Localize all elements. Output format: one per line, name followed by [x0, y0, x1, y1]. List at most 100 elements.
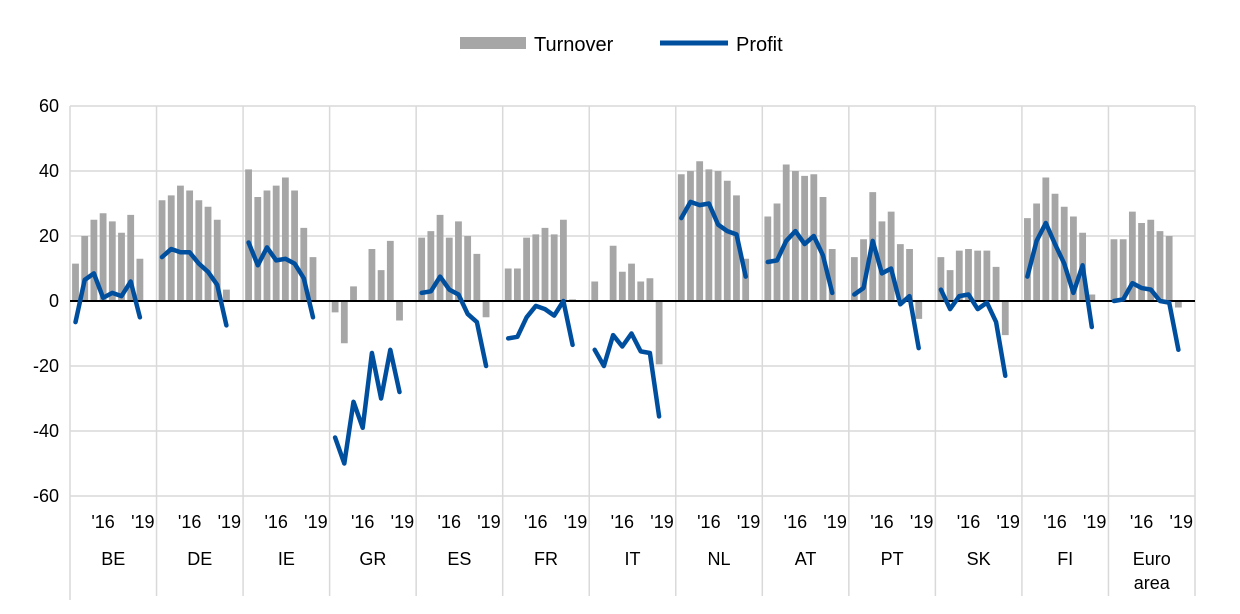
turnover-bar: [1128, 211, 1136, 301]
y-tick-label: -60: [33, 486, 59, 506]
gridlines: [69, 105, 1196, 600]
turnover-bar: [291, 190, 298, 301]
turnover-bar: [377, 270, 385, 301]
category-label: NL: [708, 549, 731, 569]
turnover-bar: [618, 271, 626, 301]
turnover-bar: [915, 301, 923, 319]
profit-line: [246, 240, 316, 320]
turnover-bar: [436, 214, 444, 301]
turnover-bar: [427, 231, 435, 301]
x-tick-label: '19: [1170, 512, 1193, 532]
turnover-bar: [177, 185, 184, 301]
x-tick-label: '19: [910, 512, 933, 532]
turnover-bar: [1138, 223, 1145, 301]
turnover-bar: [819, 197, 827, 301]
y-tick-label: -20: [33, 356, 59, 376]
turnover-bar: [1119, 239, 1127, 301]
category-label: BE: [101, 549, 125, 569]
turnover-bar: [136, 258, 144, 301]
x-tick-label: '16: [957, 512, 980, 532]
turnover-bar: [213, 219, 221, 301]
turnover-bar: [1060, 206, 1068, 301]
turnover-bar: [254, 197, 262, 301]
turnover-bar: [628, 263, 635, 301]
turnover-bar: [687, 171, 694, 301]
turnover-bar: [1156, 231, 1164, 301]
profit-line: [1111, 280, 1181, 353]
turnover-bar: [513, 268, 521, 301]
x-tick-label: '16: [611, 512, 634, 532]
turnover-bar: [896, 244, 904, 301]
turnover-bar: [72, 263, 79, 301]
category-label: IT: [625, 549, 641, 569]
turnover-bar: [204, 206, 212, 301]
turnover-bar: [81, 236, 89, 301]
y-tick-label: 20: [39, 226, 59, 246]
turnover-bar: [955, 250, 963, 301]
category-label: SK: [967, 549, 991, 569]
turnover-bar: [386, 240, 394, 301]
turnover-bar: [1174, 301, 1182, 308]
turnover-bar: [828, 249, 836, 301]
turnover-bar: [195, 200, 203, 301]
profit-line: [938, 287, 1008, 379]
turnover-bar: [482, 301, 490, 318]
turnover-bar: [1033, 203, 1041, 301]
turnover-bar: [340, 301, 348, 344]
turnover-bar: [637, 281, 645, 301]
x-tick-label: '19: [1083, 512, 1106, 532]
turnover-bar: [742, 258, 750, 301]
turnover-bar: [696, 161, 704, 301]
turnover-bar: [946, 270, 954, 301]
x-tick-label: '16: [784, 512, 807, 532]
turnover-bar: [331, 301, 339, 313]
turnover-bar: [473, 253, 481, 301]
category-label: FR: [534, 549, 558, 569]
turnover-bar: [223, 289, 230, 301]
x-tick-label: '16: [91, 512, 114, 532]
turnover-bar: [532, 234, 540, 301]
category-label: FI: [1057, 549, 1073, 569]
legend: Turnover Profit: [460, 34, 783, 56]
turnover-bars: [72, 161, 1182, 365]
turnover-bar: [1070, 216, 1077, 301]
turnover-bar: [127, 214, 135, 301]
turnover-bar: [764, 216, 772, 301]
x-tick-label: '16: [870, 512, 893, 532]
x-tick-label: '19: [131, 512, 154, 532]
turnover-bar: [723, 180, 731, 301]
turnover-bar: [350, 286, 357, 301]
turnover-bar: [368, 249, 376, 301]
turnover-bar: [186, 190, 194, 301]
turnover-bar: [309, 257, 317, 301]
turnover-bar: [523, 237, 530, 301]
turnover-bar: [792, 171, 799, 301]
turnover-bar: [504, 268, 512, 301]
turnover-bar: [1001, 301, 1009, 336]
category-label: ES: [447, 549, 471, 569]
x-tick-label: '16: [351, 512, 374, 532]
category-label: PT: [881, 549, 904, 569]
turnover-bar: [455, 221, 462, 301]
x-tick-label: '16: [264, 512, 287, 532]
turnover-bar: [992, 266, 1000, 301]
x-tick-label: '19: [477, 512, 500, 532]
x-tick-label: '19: [391, 512, 414, 532]
turnover-bar: [714, 171, 722, 301]
turnover-bar: [90, 219, 98, 301]
x-tick-label: '19: [218, 512, 241, 532]
y-tick-label: -40: [33, 421, 59, 441]
x-tick-label: '16: [697, 512, 720, 532]
profit-line: [592, 331, 662, 419]
x-tick-label: '16: [1130, 512, 1153, 532]
turnover-bar: [965, 249, 972, 301]
x-tick-label: '16: [1043, 512, 1066, 532]
profit-line: [332, 347, 402, 466]
profit-line: [1025, 220, 1095, 330]
turnover-bar: [887, 211, 895, 301]
y-tick-label: 60: [39, 96, 59, 116]
turnover-bar: [1088, 294, 1096, 301]
turnover-bar: [655, 301, 663, 365]
turnover-bar: [108, 221, 116, 301]
